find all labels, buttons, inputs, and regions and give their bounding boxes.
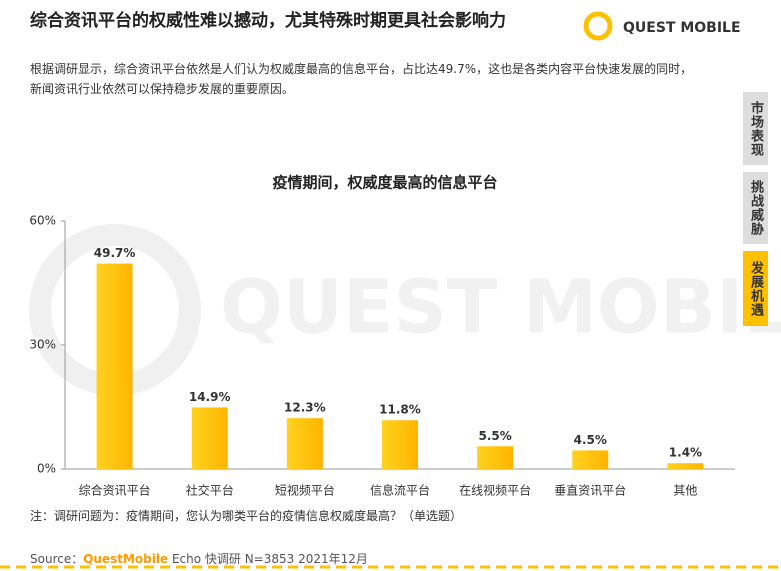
side-tab[interactable]: 发展机遇 — [743, 251, 768, 326]
description-line: 新闻资讯行业依然可以保持稳步发展的重要原因。 — [30, 82, 295, 96]
x-tick-label: 信息流平台 — [370, 483, 430, 498]
watermark: QUEST MOBILE — [220, 265, 781, 351]
value-label: 14.9% — [189, 390, 231, 404]
x-tick-label: 综合资讯平台 — [79, 483, 151, 498]
value-label: 5.5% — [479, 429, 512, 443]
x-tick-label: 其他 — [673, 484, 697, 498]
chart-title: 疫情期间，权威度最高的信息平台 — [272, 174, 497, 192]
source-rest: Echo 快调研 N=3853 2021年12月 — [171, 552, 368, 566]
x-tick-label: 社交平台 — [186, 483, 234, 498]
x-tick-label: 短视频平台 — [275, 483, 335, 498]
bar — [477, 446, 514, 469]
bar — [572, 450, 609, 469]
value-label: 11.8% — [379, 403, 421, 417]
bar — [286, 418, 323, 469]
x-tick-label: 垂直资讯平台 — [554, 483, 626, 498]
source-brand: QuestMobile — [83, 552, 169, 566]
side-tab[interactable]: 市场表现 — [743, 92, 768, 165]
logo-text: QUEST MOBILE — [623, 20, 741, 36]
y-tick-label: 30% — [29, 338, 56, 352]
x-tick-label: 在线视频平台 — [459, 483, 531, 498]
bar — [667, 463, 704, 469]
y-tick-label: 60% — [29, 214, 56, 228]
value-label: 4.5% — [574, 433, 607, 447]
value-label: 1.4% — [669, 446, 702, 460]
value-label: 12.3% — [284, 401, 326, 415]
y-tick-label: 0% — [37, 462, 56, 476]
bar — [96, 263, 133, 469]
value-label: 49.7% — [94, 246, 136, 260]
logo-icon — [583, 11, 613, 41]
side-tab[interactable]: 挑战威胁 — [743, 172, 768, 244]
source: Source：QuestMobile Echo 快调研 N=3853 2021年… — [30, 550, 368, 567]
description-line: 根据调研显示，综合资讯平台依然是人们认为权威度最高的信息平台，占比达49.7%，… — [30, 62, 693, 76]
note: 注：调研问题为：疫情期间，您认为哪类平台的疫情信息权威度最高？（单选题） — [30, 509, 463, 523]
page-title: 综合资讯平台的权威性难以撼动，尤其特殊时期更具社会影响力 — [30, 11, 506, 31]
source-label: Source： — [30, 552, 84, 566]
bar — [191, 407, 228, 469]
bar — [382, 420, 418, 469]
